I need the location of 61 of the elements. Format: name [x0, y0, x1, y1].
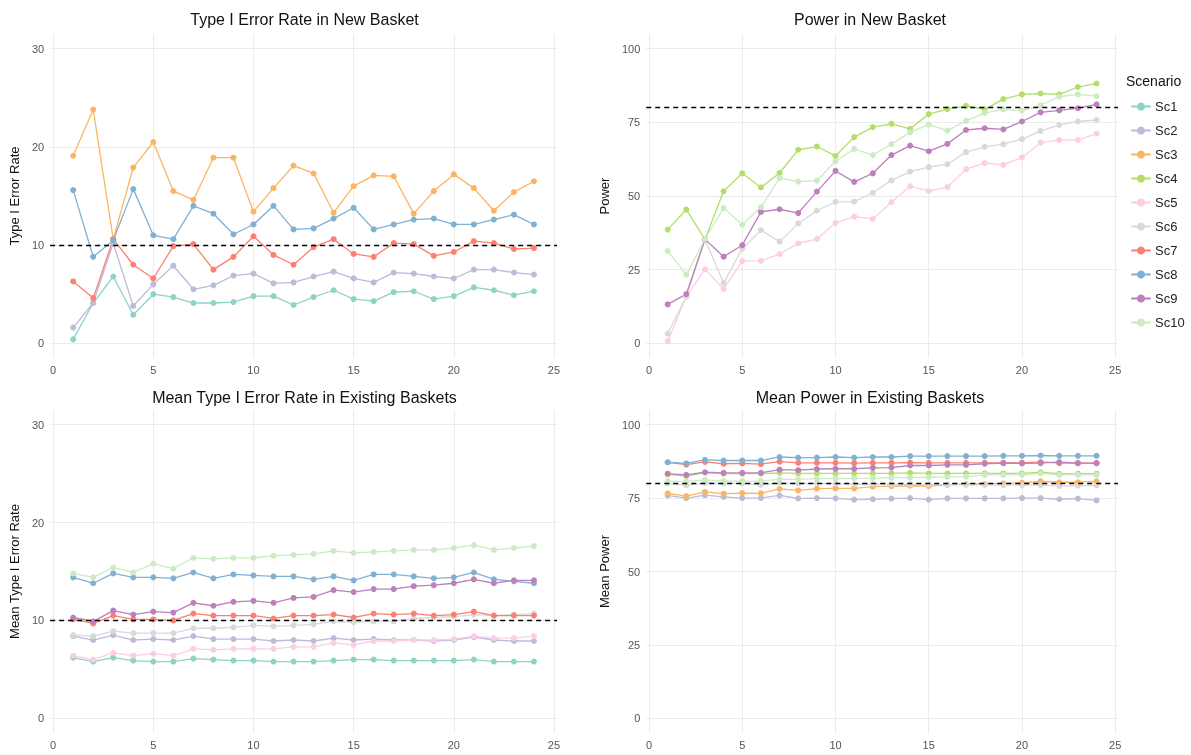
legend-label: Sc6 — [1155, 219, 1178, 234]
x-tick-label: 0 — [50, 363, 57, 376]
x-tick-label: 25 — [547, 363, 561, 376]
x-tick-label: 25 — [547, 738, 561, 751]
chart-title: Mean Type I Error Rate in Existing Baskets — [152, 388, 457, 406]
y-tick-label: 50 — [628, 190, 641, 202]
y-tick-label: 100 — [621, 418, 641, 431]
y-tick-label: 25 — [628, 638, 641, 651]
legend-label: Sc1 — [1155, 99, 1178, 114]
x-tick-label: 5 — [739, 363, 746, 376]
legend-label: Sc2 — [1155, 123, 1178, 138]
legend-label: Sc9 — [1155, 291, 1178, 306]
x-tick-label: 10 — [247, 363, 260, 376]
x-tick-label: 10 — [247, 738, 260, 751]
x-tick-label: 15 — [347, 363, 360, 376]
y-tick-label: 10 — [31, 614, 45, 627]
x-tick-label: 10 — [829, 738, 842, 751]
y-axis-title: Power — [597, 176, 612, 215]
legend-label: Sc8 — [1155, 267, 1178, 282]
legend-title: Scenario — [1126, 73, 1182, 89]
x-tick-label: 15 — [922, 738, 935, 751]
y-axis-title: Type I Error Rate — [7, 146, 22, 246]
legend-label: Sc7 — [1155, 243, 1178, 258]
y-tick-label: 0 — [38, 712, 45, 725]
y-tick-label: 30 — [31, 418, 45, 431]
x-tick-label: 20 — [447, 363, 460, 376]
x-tick-label: 0 — [50, 738, 57, 751]
y-tick-label: 0 — [634, 337, 641, 350]
y-tick-label: 0 — [634, 712, 641, 725]
y-tick-label: 75 — [628, 492, 641, 505]
y-axis-title: Mean Type I Error Rate — [7, 504, 22, 639]
y-tick-label: 25 — [628, 263, 641, 276]
x-tick-label: 5 — [150, 738, 157, 751]
x-tick-label: 15 — [347, 738, 360, 751]
x-tick-label: 0 — [645, 363, 653, 376]
chart-title: Power in New Basket — [793, 10, 947, 28]
x-tick-label: 25 — [1109, 363, 1122, 376]
y-tick-label: 75 — [628, 116, 641, 129]
legend-label: Sc5 — [1155, 195, 1178, 210]
y-tick-label: 100 — [621, 42, 641, 55]
chart-title: Mean Power in Existing Baskets — [755, 388, 985, 406]
y-tick-label: 50 — [628, 565, 641, 578]
y-tick-label: 0 — [38, 337, 45, 350]
x-tick-label: 15 — [922, 363, 935, 376]
x-tick-label: 10 — [829, 363, 842, 376]
y-tick-label: 30 — [31, 42, 45, 55]
y-tick-label: 10 — [31, 239, 45, 252]
x-tick-label: 5 — [150, 363, 157, 376]
x-tick-label: 0 — [645, 738, 653, 751]
x-tick-label: 5 — [739, 738, 746, 751]
legend-label: Sc10 — [1155, 315, 1185, 330]
chart-title: Type I Error Rate in New Basket — [190, 10, 420, 28]
y-tick-label: 20 — [31, 140, 45, 153]
x-tick-label: 20 — [1015, 363, 1029, 376]
x-tick-label: 20 — [1015, 738, 1029, 751]
legend-label: Sc3 — [1155, 147, 1178, 162]
legend-label: Sc4 — [1155, 171, 1178, 186]
x-tick-label: 25 — [1109, 738, 1122, 751]
y-tick-label: 20 — [31, 516, 45, 529]
y-axis-title: Mean Power — [597, 534, 612, 608]
x-tick-label: 20 — [447, 738, 460, 751]
